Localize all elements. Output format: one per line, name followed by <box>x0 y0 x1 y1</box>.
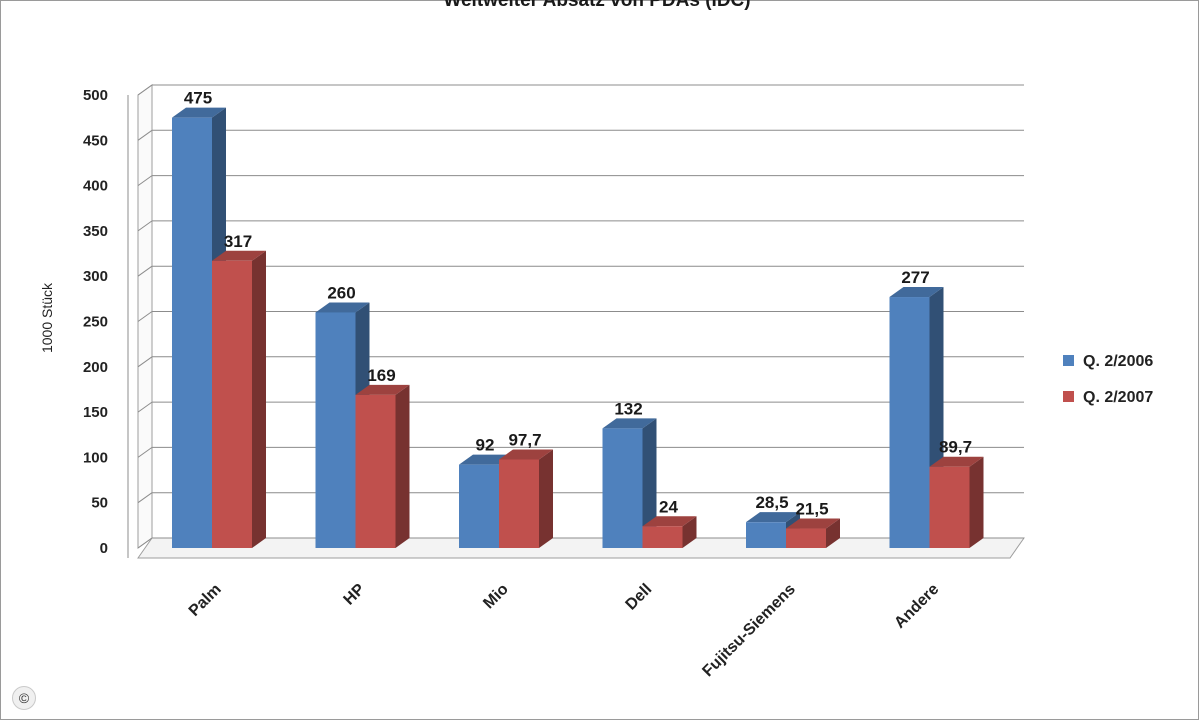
x-tick-label: Palm <box>186 581 225 620</box>
bar-top <box>786 518 840 529</box>
gridline-wall <box>137 311 153 322</box>
y-tick-label: 250 <box>83 314 108 331</box>
x-tick-label: Dell <box>623 581 656 614</box>
bar-side <box>395 384 410 548</box>
copyright-icon: © <box>12 686 36 710</box>
bar <box>786 528 826 548</box>
data-label: 260 <box>327 283 355 302</box>
gridline-wall <box>137 446 153 458</box>
chart-title: Weltweiter Absatz von PDAs (IDC) <box>443 0 750 11</box>
y-tick-label: 100 <box>83 449 108 466</box>
bar-side <box>539 449 553 548</box>
bar <box>355 394 396 548</box>
x-tick-label: Mio <box>480 581 512 613</box>
y-tick-label: 0 <box>100 540 108 557</box>
bar-top <box>929 456 984 467</box>
y-tick-label: 350 <box>83 223 108 240</box>
gridline-wall <box>137 129 153 141</box>
bar <box>212 260 252 548</box>
bar-side <box>682 516 697 548</box>
gridline-wall <box>137 401 153 413</box>
gridline-wall <box>137 492 153 504</box>
y-tick-label: 400 <box>83 178 108 195</box>
bar <box>746 522 786 548</box>
bar-side <box>826 518 840 548</box>
y-axis-ticks: 0 50 100 150 200 250 300 350 400 450 500 <box>83 87 108 557</box>
data-label: 317 <box>224 232 252 251</box>
gridline-wall <box>137 537 153 549</box>
x-tick-label: Andere <box>891 581 942 632</box>
bar <box>459 464 499 548</box>
y-tick-label: 50 <box>91 495 108 512</box>
x-tick-label: Fujitsu-Siemens <box>699 581 798 680</box>
legend-label: Q. 2/2006 <box>1083 353 1153 370</box>
bar-top <box>172 107 226 118</box>
y-tick-label: 300 <box>83 268 108 285</box>
data-label: 89,7 <box>939 438 972 457</box>
gridline-wall <box>137 175 153 187</box>
y-tick-label: 150 <box>83 404 108 421</box>
legend-swatch <box>1063 355 1074 366</box>
legend: Q. 2/2006 Q. 2/2007 <box>1063 353 1153 406</box>
bar <box>602 428 643 548</box>
gridline-wall <box>137 84 153 96</box>
bar-top <box>315 302 370 313</box>
data-label: 169 <box>367 366 395 385</box>
bar-top <box>602 418 657 429</box>
bar-top <box>642 516 697 527</box>
data-label: 475 <box>184 89 212 108</box>
y-tick-label: 450 <box>83 132 108 149</box>
data-label: 28,5 <box>755 493 788 512</box>
bar-top <box>212 250 266 261</box>
bar-side <box>252 250 266 548</box>
bar <box>315 312 356 548</box>
legend-swatch <box>1063 391 1074 402</box>
data-label: 92 <box>476 436 495 455</box>
bar <box>642 526 683 548</box>
data-label: 277 <box>901 268 929 287</box>
y-axis-label: 1000 Stück <box>39 282 55 353</box>
gridline-wall <box>137 265 153 277</box>
data-label: 97,7 <box>508 430 541 449</box>
bar-side <box>969 456 984 548</box>
data-label: 132 <box>614 399 642 418</box>
y-tick-label: 200 <box>83 359 108 376</box>
gridline-wall <box>137 356 153 368</box>
bar-top <box>889 287 944 298</box>
bar <box>499 459 539 548</box>
legend-label: Q. 2/2007 <box>1083 389 1153 406</box>
gridline-wall <box>137 220 153 232</box>
x-axis-ticks: Palm HP Mio Dell Fujitsu-Siemens Andere <box>186 581 943 681</box>
bar-top <box>499 449 553 460</box>
bars <box>172 107 984 549</box>
bar-top <box>746 512 800 523</box>
data-labels: 475 317 260 169 92 97,7 132 24 28,5 21,5 277 89,7 <box>184 89 972 519</box>
y-tick-label: 500 <box>83 87 108 104</box>
x-tick-label: HP <box>341 581 369 609</box>
bar <box>172 117 212 549</box>
bar-top <box>355 384 410 395</box>
bar-side <box>642 418 657 548</box>
bar <box>889 297 930 548</box>
data-label: 21,5 <box>795 500 828 519</box>
bar <box>929 466 970 548</box>
data-label: 24 <box>659 497 678 516</box>
